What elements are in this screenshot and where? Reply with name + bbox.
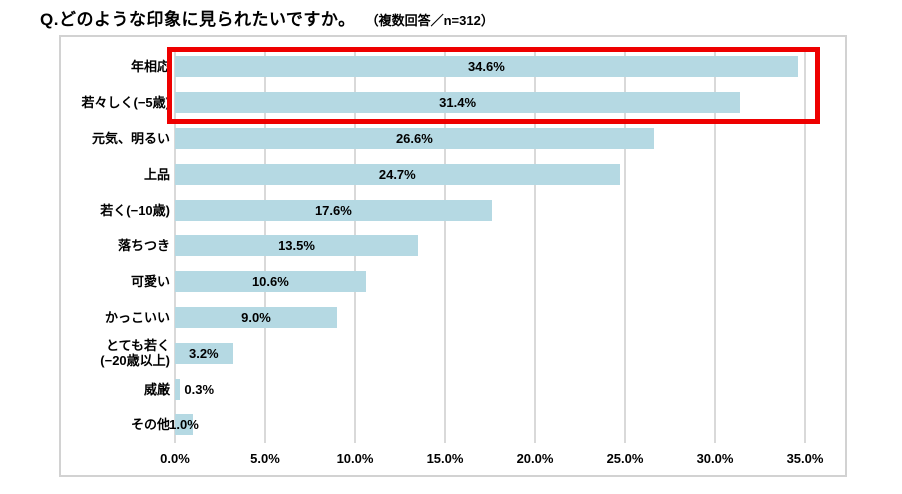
x-axis-tick-label: 5.0% — [250, 451, 280, 466]
x-axis-tick-label: 25.0% — [606, 451, 644, 466]
bar-value-label: 17.6% — [314, 202, 352, 218]
x-axis-tick-label: 30.0% — [696, 451, 734, 466]
gridline-20.0% — [534, 49, 536, 443]
bar-value-label: 9.0% — [241, 310, 271, 325]
bar-value-label: 3.2% — [188, 345, 219, 361]
gridline-30.0% — [714, 49, 716, 443]
bar-value-label: 34.6% — [467, 59, 505, 75]
category-label: 威厳 — [143, 381, 170, 397]
gridline-35.0% — [804, 49, 806, 443]
bar — [175, 342, 233, 364]
category-label: かっこいい — [104, 309, 170, 325]
category-label: その他 — [130, 417, 170, 433]
bar — [175, 128, 654, 149]
category-label: 落ちつき — [117, 238, 170, 254]
bar-value-label: 0.3% — [184, 381, 215, 397]
category-label: 上品 — [143, 166, 170, 182]
x-axis-tick-label: 20.0% — [516, 451, 554, 466]
chart-title-question: Q.どのような印象に見られたいですか。 — [40, 10, 356, 29]
gridline-15.0% — [444, 49, 446, 443]
bar — [175, 414, 193, 436]
bar — [175, 271, 366, 293]
category-label: とても若く (−20歳以上) — [100, 338, 170, 369]
bar — [175, 235, 418, 257]
bar-value-label: 13.5% — [278, 238, 315, 254]
bar-value-label: 31.4% — [439, 95, 477, 111]
x-axis-tick-label: 15.0% — [426, 451, 464, 466]
category-label: 元気、明るい — [91, 130, 170, 146]
bar — [175, 56, 798, 78]
bar-value-label: 24.7% — [378, 166, 416, 182]
bar — [175, 307, 337, 328]
x-axis-tick-label: 0.0% — [160, 451, 190, 466]
x-axis-tick-label: 10.0% — [336, 451, 374, 466]
chart-title-sample-note: （複数回答／n=312） — [365, 13, 494, 28]
highlight-box — [167, 47, 821, 124]
bar — [175, 92, 741, 114]
chart-plot-area: 0.0% 5.0% 10.0% 15.0% 20.0% 25.0% 30.0% 35.0% 年相… — [59, 35, 847, 477]
bar — [175, 163, 620, 185]
bar-value-label: 10.6% — [251, 274, 289, 290]
x-axis-tick-label: 35.0% — [786, 451, 824, 466]
bar-value-label: 1.0% — [169, 417, 199, 433]
category-label: 若く(−10歳) — [100, 202, 170, 218]
chart-title: Q.どのような印象に見られたいですか。 （複数回答／n=312） — [40, 5, 494, 30]
bar — [175, 378, 181, 400]
category-label: 若々しく(−5歳) — [81, 95, 170, 111]
bar-value-label: 26.6% — [395, 131, 433, 146]
category-label: 年相応 — [130, 59, 170, 75]
category-label: 可愛い — [130, 274, 170, 290]
gridline-25.0% — [624, 49, 626, 443]
bar — [175, 199, 492, 221]
